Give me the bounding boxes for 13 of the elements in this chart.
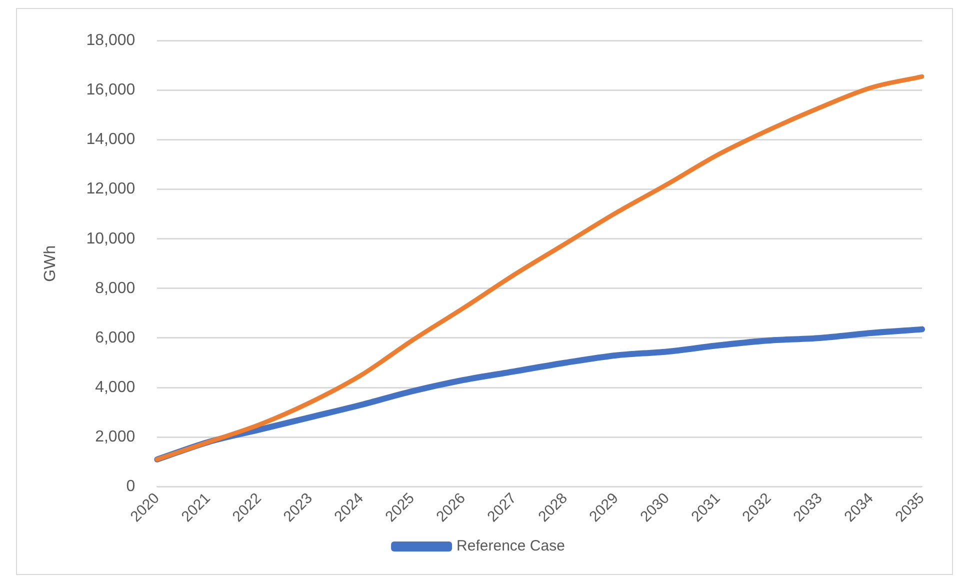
y-axis-title: GWh (42, 245, 60, 282)
y-tick-label: 18,000 (86, 32, 136, 50)
y-tick-label: 0 (126, 478, 136, 496)
y-tick-label: 12,000 (86, 180, 136, 198)
y-tick-label: 16,000 (86, 82, 136, 99)
y-tick-label: 10,000 (86, 230, 136, 248)
y-tick-label: 14,000 (86, 131, 136, 148)
legend-label: Reference Case (456, 538, 565, 555)
y-tick-label: 2,000 (95, 428, 136, 446)
line-series (154, 74, 924, 462)
y-tick-label: 4,000 (95, 378, 136, 396)
y-tick-label: 6,000 (95, 329, 136, 346)
y-tick-label: 8,000 (95, 280, 136, 297)
